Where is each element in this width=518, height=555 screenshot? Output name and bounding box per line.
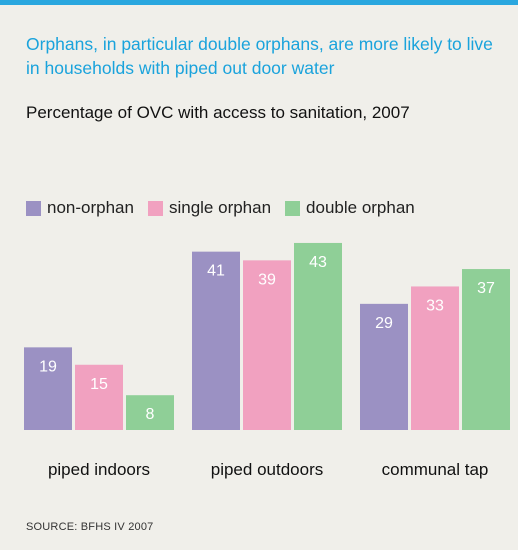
value-label-single-orphan-piped-indoors: 15 [90,376,108,393]
legend-swatch-non-orphan [26,200,41,216]
category-label-communal-tap: communal tap [382,460,489,479]
bar-chart: 19 15 8 piped indoors 41 39 43 piped outdoors 29… [24,242,510,479]
legend-label-single-orphan: single orphan [168,198,272,217]
bar-double-orphan-piped-outdoors [294,242,342,430]
value-label-non-orphan-communal-tap: 29 [375,315,393,332]
legend-label-double-orphan: double orphan [306,198,415,217]
value-label-single-orphan-piped-outdoors: 39 [258,271,276,288]
bar-non-orphan-piped-indoors [24,347,72,430]
legend-label-non-orphan: non-orphan [47,198,134,217]
legend-item-double-orphan: double orphan [285,198,415,218]
value-label-double-orphan-piped-indoors: 8 [146,406,155,423]
value-label-double-orphan-communal-tap: 37 [477,280,495,297]
bar-single-orphan-piped-outdoors [243,260,291,430]
value-label-single-orphan-communal-tap: 33 [426,297,444,314]
value-label-non-orphan-piped-outdoors: 41 [207,263,225,280]
bar-double-orphan-piped-indoors [126,395,174,430]
bar-double-orphan-communal-tap [462,269,510,430]
legend-item-single-orphan: single orphan [147,198,272,218]
bar-single-orphan-communal-tap [411,286,459,430]
chart-source: SOURCE: BFHS IV 2007 [26,521,154,533]
legend-swatch-double-orphan [285,200,301,216]
chart-title: Percentage of OVC with access to sanitat… [26,103,410,122]
category-label-piped-outdoors: piped outdoors [211,460,323,479]
chart-headline: Orphans, in particular double orphans, a… [26,34,493,78]
legend-swatch-single-orphan [147,200,163,216]
value-label-double-orphan-piped-outdoors: 43 [309,254,327,271]
chart-legend: non-orphan single orphan double orphan [26,197,429,219]
bar-single-orphan-piped-indoors [75,364,123,430]
legend-item-non-orphan: non-orphan [26,198,134,218]
category-label-piped-indoors: piped indoors [48,460,150,479]
bar-non-orphan-piped-outdoors [192,251,240,430]
bar-non-orphan-communal-tap [360,303,408,430]
value-label-non-orphan-piped-indoors: 19 [39,358,57,375]
